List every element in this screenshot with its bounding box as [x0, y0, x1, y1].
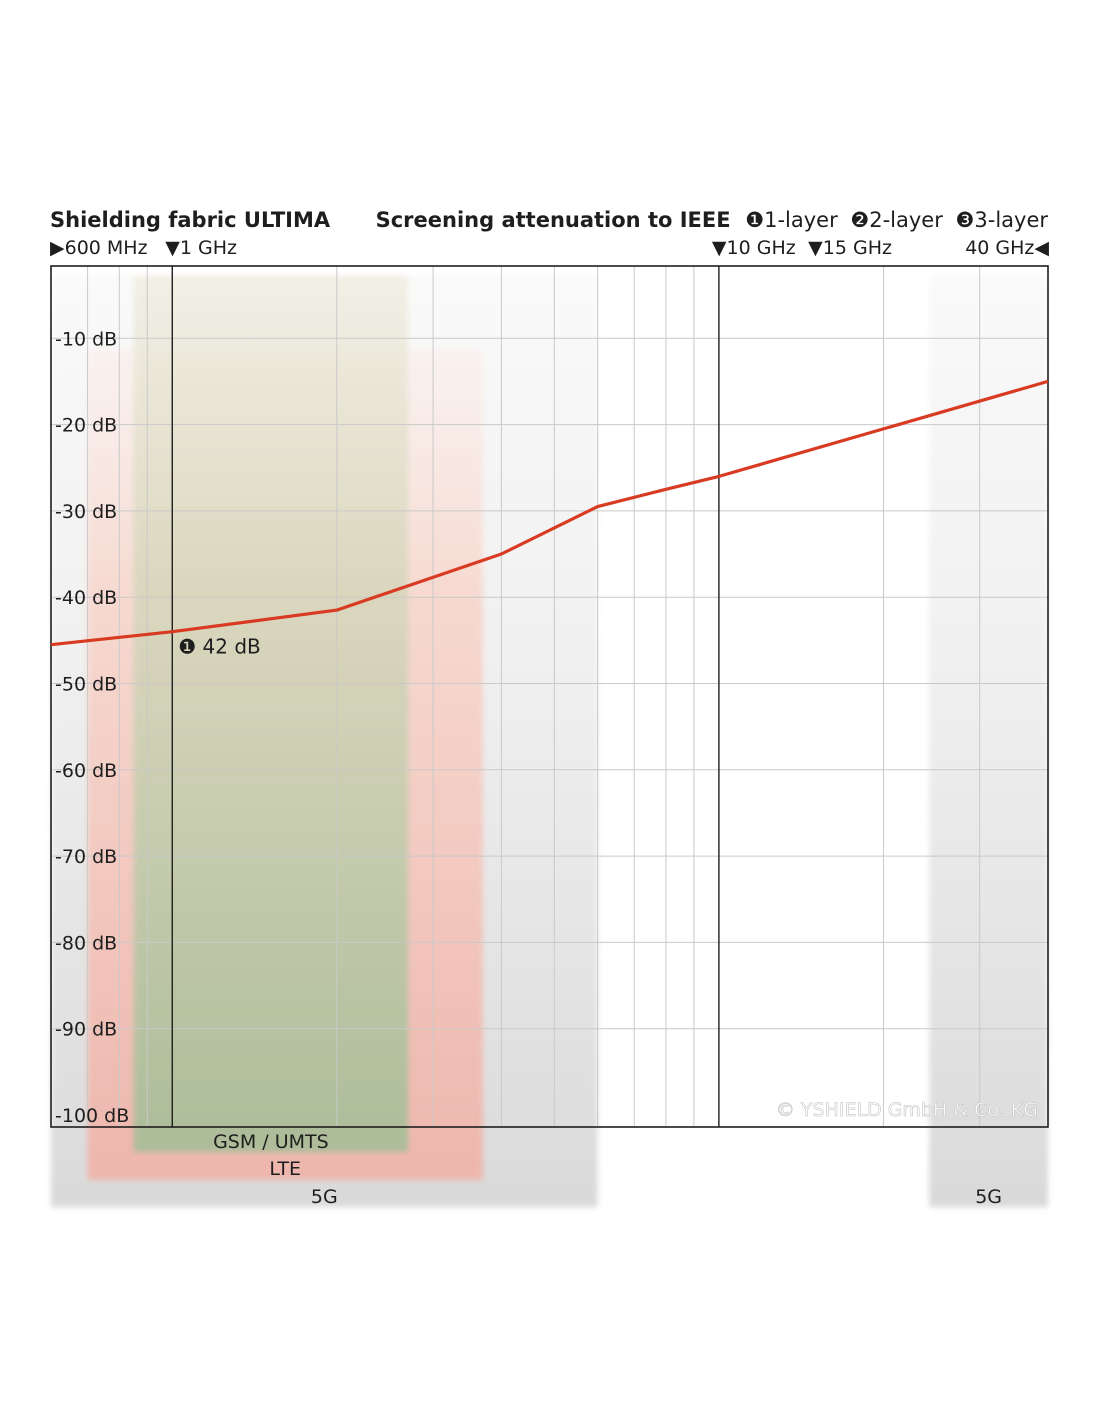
y-tick-label: -40 dB: [55, 587, 117, 609]
y-tick-label: -60 dB: [55, 760, 117, 782]
svg-text:Screening attenuation to IEEE: Screening attenuation to IEEE ❶1-layer ❷…: [376, 208, 1049, 232]
y-tick-label: -20 dB: [55, 415, 117, 437]
band-label: 5G: [311, 1186, 338, 1208]
freq-marker-label: ▼1 GHz: [165, 237, 237, 259]
y-tick-label: -100 dB: [55, 1105, 129, 1127]
series-line-1-layer: [50, 379, 1049, 647]
annotation-42db: ❶ 42 dB: [178, 635, 261, 659]
band-5g-3: [929, 276, 1048, 1207]
band-label: 5G: [975, 1186, 1002, 1208]
band-label: LTE: [269, 1158, 301, 1180]
freq-marker-label: 40 GHz◀: [965, 237, 1049, 259]
layer-2-marker: ❷: [850, 208, 869, 232]
grid-lines: [51, 266, 1048, 1127]
y-axis-tick-labels: -10 dB -20 dB -30 dB -40 dB -50 dB -60 dB -70 …: [55, 328, 129, 1127]
copyright-watermark: © YSHIELD GmbH & Co. KG: [776, 1099, 1038, 1121]
plot-frame: [50, 265, 1049, 1128]
band-label: GSM / UMTS: [213, 1131, 329, 1153]
layer-2-label: 2-layer: [869, 208, 943, 232]
freq-marker-label: ▶600 MHz: [50, 237, 148, 259]
layer-1-marker: ❶: [745, 208, 764, 232]
layer-1-label: 1-layer: [764, 208, 838, 232]
frequency-marker-labels: ▶600 MHz ▼1 GHz ▼10 GHz ▼15 GHz 40 GHz◀: [50, 237, 1049, 259]
y-tick-label: -50 dB: [55, 674, 117, 696]
y-tick-label: -30 dB: [55, 501, 117, 523]
freq-marker-label: ▼15 GHz: [808, 237, 892, 259]
layer-3-marker: ❸: [956, 208, 975, 232]
y-tick-label: -10 dB: [55, 328, 117, 350]
frequency-marker-lines: [171, 266, 720, 1127]
subtitle-prefix: Screening attenuation to IEEE: [376, 208, 731, 232]
chart-subtitle: Screening attenuation to IEEE ❶1-layer ❷…: [376, 208, 1049, 232]
band-gsm-umts-0: [133, 276, 409, 1152]
series-layer: [50, 379, 1049, 647]
chart-title: Shielding fabric ULTIMA: [50, 208, 331, 232]
frequency-bands: [51, 276, 1048, 1207]
freq-marker-label: ▼10 GHz: [712, 237, 796, 259]
y-tick-label: -70 dB: [55, 846, 117, 868]
y-tick-label: -90 dB: [55, 1019, 117, 1041]
layer-3-label: 3-layer: [974, 208, 1048, 232]
band-labels: GSM / UMTS LTE 5G 5G: [213, 1131, 1002, 1208]
y-tick-label: -80 dB: [55, 932, 117, 954]
